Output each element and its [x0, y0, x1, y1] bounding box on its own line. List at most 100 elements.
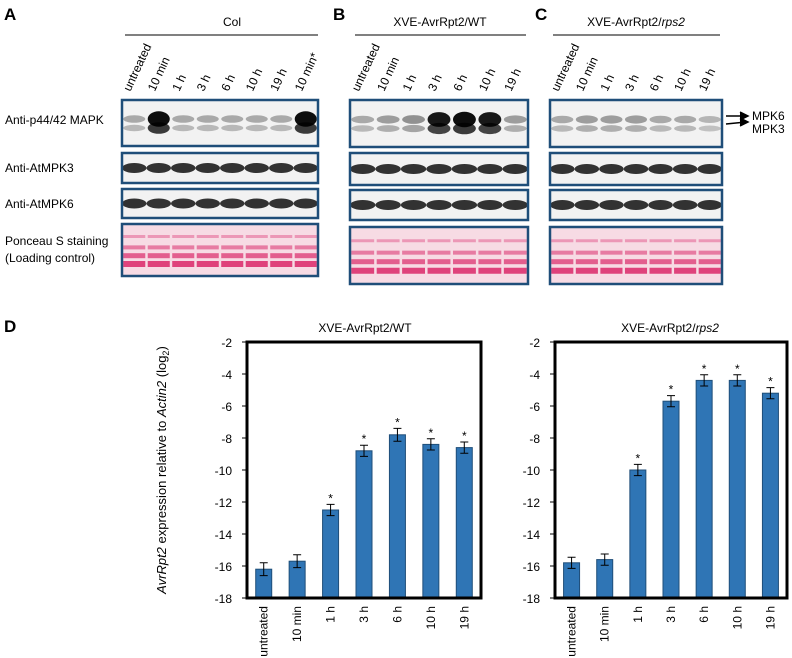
lane-label: 19 h: [267, 66, 290, 93]
stain-band: [624, 259, 648, 265]
band: [196, 115, 219, 123]
stain-band: [123, 261, 146, 267]
stain-band: [376, 250, 400, 255]
stain-band: [674, 259, 697, 265]
row-label: Anti-p44/42 MAPK: [5, 113, 104, 127]
blot-frame: [548, 98, 724, 149]
stain-band: [245, 261, 268, 267]
band: [244, 163, 269, 173]
band: [697, 164, 722, 174]
band: [672, 164, 698, 174]
band: [123, 115, 146, 123]
stain-band: [452, 259, 476, 265]
title-part: XVE-AvrRpt2/: [587, 15, 662, 29]
stain-band: [123, 235, 146, 238]
stain-band: [270, 253, 293, 259]
stain-band: [649, 267, 672, 274]
stain-band: [427, 250, 451, 255]
error-bar: [259, 562, 268, 577]
bar: [728, 379, 746, 599]
label-part: Actin2: [154, 380, 169, 418]
band: [375, 164, 401, 174]
y-axis-label: AvrRpt2 expression relative to Actin2 (l…: [154, 346, 171, 595]
band: [146, 198, 171, 209]
band: [648, 164, 673, 174]
stain-band: [478, 259, 502, 265]
stain-band: [147, 235, 170, 238]
band: [350, 200, 376, 210]
band: [503, 125, 527, 132]
stain-band: [503, 267, 527, 274]
stain-band: [503, 239, 527, 243]
blot: [548, 151, 724, 187]
stain-band: [698, 239, 721, 243]
band: [623, 164, 649, 174]
panel-title: Col: [223, 15, 241, 29]
blot-frame: [120, 187, 320, 220]
x-tick-label: 1 h: [324, 606, 338, 623]
bar: [629, 469, 647, 599]
band: [123, 124, 146, 132]
band: [452, 122, 476, 135]
stain-band: [351, 250, 375, 255]
stain-band: [503, 259, 527, 265]
band: [600, 115, 623, 124]
blot: [120, 98, 320, 148]
y-tick-label: -18: [523, 592, 541, 606]
y-tick-label: -2: [221, 336, 232, 350]
stain-band: [698, 250, 721, 255]
stain-band: [674, 267, 697, 274]
band: [599, 164, 624, 174]
stain-band: [503, 250, 527, 255]
panel-letter: C: [535, 5, 547, 24]
stain-band: [575, 267, 598, 274]
band: [674, 125, 697, 132]
stain-band: [600, 267, 623, 274]
blot-bg: [350, 227, 528, 284]
blot-frame: [348, 151, 530, 187]
band: [623, 200, 649, 210]
band: [376, 115, 400, 124]
blot-frame: [120, 222, 320, 278]
lane-label: 1 h: [169, 72, 189, 93]
bar: [355, 450, 373, 599]
stain-band: [294, 261, 317, 267]
stain-band: [221, 253, 244, 259]
band: [195, 163, 220, 173]
x-tick-label: 6 h: [390, 606, 404, 623]
stain-band: [376, 267, 400, 274]
y-tick-label: -6: [529, 400, 540, 414]
band: [400, 200, 427, 210]
plot-frame: [553, 340, 789, 600]
significance-mark: *: [636, 451, 641, 465]
band: [427, 122, 451, 135]
band: [376, 125, 400, 132]
band: [697, 200, 722, 210]
band: [122, 198, 147, 209]
y-tick-label: -18: [215, 592, 233, 606]
band: [477, 164, 503, 174]
panel-letter: B: [333, 5, 345, 24]
blot-frame: [548, 225, 724, 286]
band: [426, 200, 452, 210]
band-label: MPK6: [752, 109, 785, 123]
error-bar: [393, 427, 402, 442]
y-tick-label: -12: [215, 496, 233, 510]
bar: [761, 392, 779, 599]
band: [245, 115, 268, 123]
band: [269, 163, 294, 173]
band: [147, 122, 170, 134]
stain-band: [624, 239, 648, 243]
band: [270, 124, 293, 132]
blot-bg: [122, 224, 318, 276]
blot-frame: [548, 188, 724, 222]
band: [294, 122, 317, 134]
blot-frame: [120, 98, 320, 148]
blot-frame: [348, 98, 530, 149]
blot-frame: [548, 151, 724, 187]
significance-mark: *: [462, 429, 467, 443]
band: [270, 115, 293, 123]
band: [351, 115, 375, 124]
band: [146, 163, 171, 173]
lane-label: 6 h: [450, 72, 470, 93]
